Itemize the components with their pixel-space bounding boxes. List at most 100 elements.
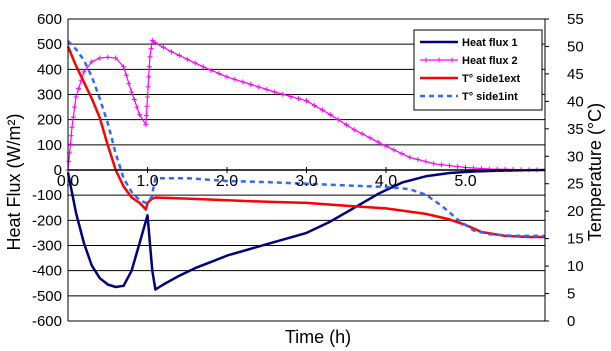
series-marker — [145, 94, 150, 100]
y2-tick-labels: 0 5 10 15 20 25 30 35 40 45 50 55 — [567, 11, 584, 330]
x-axis-title: Time (h) — [285, 327, 351, 347]
series-marker — [391, 147, 397, 153]
series-marker — [184, 56, 190, 62]
series-marker — [137, 112, 143, 118]
series-marker — [145, 84, 151, 90]
y2-tick-label: 25 — [567, 176, 584, 193]
series-marker — [343, 122, 349, 128]
series-marker — [272, 89, 278, 95]
series-marker — [143, 122, 149, 128]
series-marker — [248, 81, 254, 87]
series-marker — [256, 84, 262, 90]
y2-tick-label: 20 — [567, 203, 584, 220]
x-tick-label: 4.0 — [375, 173, 397, 190]
legend-marker — [449, 57, 455, 63]
y2-tick-label: 10 — [567, 258, 584, 275]
series-marker — [407, 154, 413, 160]
series-marker — [288, 93, 294, 99]
legend-label-2: Heat flux 2 — [462, 55, 518, 67]
series-marker — [76, 86, 82, 92]
series-marker — [216, 71, 222, 76]
y-tick-label: 600 — [37, 11, 62, 28]
y2-tick-label: 15 — [567, 231, 584, 248]
y2-axis-title: Temperature (°C) — [585, 103, 605, 241]
y2-tick-label: 35 — [567, 121, 584, 138]
series-marker — [431, 161, 437, 167]
y-tick-label: 0 — [54, 162, 62, 179]
legend-marker — [436, 57, 442, 63]
series-marker — [351, 127, 357, 133]
series-marker — [311, 102, 317, 108]
y2-tick-label: 50 — [567, 38, 584, 55]
x-tick-label: 0.0 — [57, 173, 79, 190]
series-marker — [224, 74, 230, 80]
series-line-4 — [67, 40, 545, 238]
series-marker — [89, 59, 95, 65]
y-tick-label: -100 — [32, 187, 62, 204]
y2-tick-label: 55 — [567, 11, 584, 28]
series-line-3 — [66, 46, 545, 239]
series-marker — [415, 157, 421, 162]
series-marker — [72, 104, 78, 110]
series-marker — [232, 76, 238, 82]
series-marker — [399, 151, 405, 157]
series-marker — [367, 135, 373, 141]
series-marker — [146, 64, 152, 70]
series-marker — [134, 104, 140, 110]
series-marker — [375, 139, 381, 145]
x-tick-labels: 0.0 1.0 2.0 3.0 4.0 5.0 — [57, 173, 477, 190]
y-tick-label: 500 — [37, 36, 62, 53]
series-marker — [144, 103, 150, 109]
series-marker — [152, 40, 158, 46]
series-marker — [131, 97, 137, 102]
series-marker — [439, 162, 445, 168]
y-tick-label: -500 — [32, 288, 62, 305]
y-tick-label: -200 — [32, 212, 62, 229]
y-tick-label: 200 — [37, 112, 62, 129]
legend-label-3: T° side1ext — [462, 73, 521, 85]
series-marker — [121, 64, 127, 70]
y-tick-label: -300 — [32, 238, 62, 255]
series-marker — [123, 72, 129, 78]
y2-tick-label: 0 — [567, 313, 575, 330]
series-marker — [359, 131, 365, 137]
y-tick-label: -600 — [32, 313, 62, 330]
series-marker — [335, 117, 341, 123]
x-tick-label: 3.0 — [295, 173, 317, 190]
legend-box — [413, 29, 543, 111]
series-marker — [126, 81, 132, 87]
y-tick-labels: -600 -500 -400 -300 -200 -100 0 100 200 300 400 500… — [32, 11, 62, 330]
series-marker — [160, 44, 166, 50]
series-marker — [67, 141, 73, 147]
series-marker — [105, 54, 111, 60]
y-tick-label: 100 — [37, 137, 62, 154]
legend-marker — [423, 57, 429, 63]
series-marker — [296, 96, 302, 102]
y2-tick-label: 45 — [567, 66, 584, 83]
series-marker — [423, 159, 429, 165]
x-tick-label: 2.0 — [216, 173, 238, 190]
series-marker — [200, 64, 206, 70]
y-tick-label: 300 — [37, 87, 62, 104]
series-marker — [264, 87, 270, 92]
series-marker — [73, 94, 79, 100]
series-marker — [280, 91, 286, 97]
series-marker — [81, 69, 87, 75]
series-marker — [192, 60, 198, 66]
y-axis-title: Heat Flux (W/m²) — [4, 114, 24, 251]
y-tick-label: 400 — [37, 61, 62, 78]
series-marker — [327, 112, 333, 118]
series-marker — [69, 124, 75, 130]
legend-label-1: Heat flux 1 — [462, 37, 518, 49]
series-marker — [149, 37, 155, 43]
y2-tick-label: 30 — [567, 148, 584, 165]
x-tick-label: 5.0 — [454, 173, 476, 190]
series-marker — [304, 98, 309, 104]
series-marker — [494, 166, 500, 172]
series-line-1 — [66, 168, 546, 291]
series-marker — [447, 163, 453, 169]
legend-label-4: T° side1int — [462, 91, 518, 103]
series-marker — [147, 54, 153, 60]
series-marker — [70, 114, 76, 120]
